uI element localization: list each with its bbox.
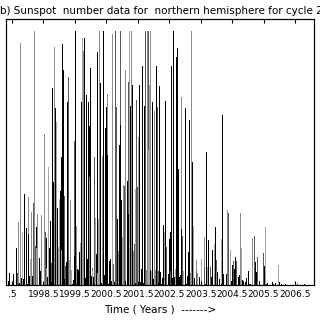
X-axis label: Time ( Years )  ------->: Time ( Years ) ------->: [104, 304, 216, 315]
Title: 1 b) Sunspot  number data for  northern hemisphere for cycle 23: 1 b) Sunspot number data for northern he…: [0, 5, 320, 16]
